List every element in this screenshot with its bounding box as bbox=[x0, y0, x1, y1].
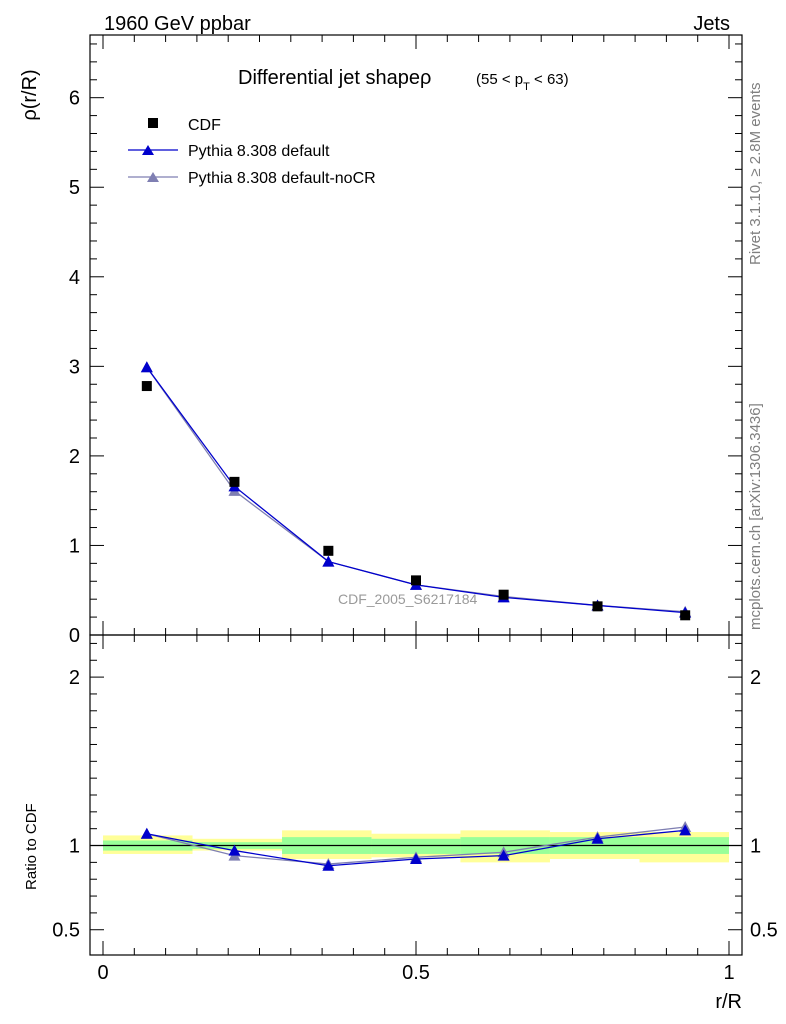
legend-nocr-label: Pythia 8.308 default-noCR bbox=[188, 170, 376, 187]
main-series-line-nocr bbox=[146, 366, 686, 613]
main-point-cdf bbox=[229, 476, 240, 487]
main-subtitle: (55 < pT < 63) bbox=[476, 71, 569, 93]
ratio-y-tick-label: 2 bbox=[69, 667, 80, 689]
ratio-x-ticks: 0 0.5 1 bbox=[97, 635, 735, 984]
ratio-y-axis-label: Ratio to CDF bbox=[23, 803, 40, 890]
main-y-tick-label: 4 bbox=[69, 267, 80, 289]
legend: CDF Pythia 8.308 default Pythia 8.308 de… bbox=[128, 117, 376, 187]
ratio-point-default bbox=[228, 844, 241, 856]
legend-nocr-marker bbox=[147, 172, 159, 182]
legend-default-label: Pythia 8.308 default bbox=[188, 143, 330, 160]
ratio-band-green bbox=[371, 838, 461, 854]
main-point-default bbox=[322, 555, 335, 567]
main-y-ticks: 0 1 2 3 4 5 6 bbox=[69, 35, 742, 647]
ratio-y-ticks: 0.5 0.5 1 1 2 2 bbox=[52, 642, 778, 942]
main-title: Differential jet shapeρ bbox=[238, 67, 431, 89]
main-point-cdf bbox=[680, 610, 691, 621]
main-plot-panel: Differential jet shapeρ (55 < pT < 63) ρ… bbox=[19, 34, 743, 647]
ratio-point-default bbox=[140, 827, 153, 839]
main-y-tick-label: 2 bbox=[69, 446, 80, 468]
main-point-cdf bbox=[141, 381, 152, 392]
legend-cdf-marker bbox=[148, 118, 158, 128]
main-point-default bbox=[140, 361, 153, 373]
main-point-cdf bbox=[498, 589, 509, 600]
main-y-tick-label: 6 bbox=[69, 88, 80, 110]
ratio-point-default bbox=[322, 859, 335, 871]
ratio-y-tick-label: 0.5 bbox=[52, 920, 80, 942]
main-y-tick-label: 3 bbox=[69, 356, 80, 378]
ratio-y-tick-label-right: 1 bbox=[750, 836, 761, 858]
main-y-tick-label: 0 bbox=[69, 625, 80, 647]
main-y-tick-label: 5 bbox=[69, 177, 80, 199]
ratio-point-default bbox=[679, 824, 692, 836]
ratio-x-tick-label: 1 bbox=[723, 962, 734, 984]
legend-default-marker bbox=[142, 145, 154, 155]
ratio-x-tick-label: 0 bbox=[97, 962, 108, 984]
ratio-plot-panel: Ratio to CDF r/R 0.5 0.51 12 2 0 0.5 1 bbox=[23, 634, 778, 1013]
header-energy: 1960 GeV ppbar bbox=[104, 13, 251, 35]
ratio-plot-frame bbox=[89, 634, 743, 956]
ratio-point-default bbox=[591, 832, 604, 844]
main-y-tick-label: 1 bbox=[69, 535, 80, 557]
ratio-point-default bbox=[410, 853, 422, 864]
main-point-cdf bbox=[411, 575, 421, 586]
ratio-y-tick-label: 1 bbox=[69, 836, 80, 858]
ratio-y-tick-label-right: 0.5 bbox=[750, 920, 778, 942]
analysis-watermark: CDF_2005_S6217184 bbox=[338, 591, 478, 607]
ratio-data-marks bbox=[140, 821, 692, 871]
header-process: Jets bbox=[693, 13, 730, 35]
legend-cdf-label: CDF bbox=[188, 117, 221, 134]
main-data-marks bbox=[140, 361, 692, 621]
ratio-y-tick-label-right: 2 bbox=[750, 667, 761, 689]
x-axis-label: r/R bbox=[715, 991, 742, 1013]
mcplots-label: mcplots.cern.ch [arXiv:1306.3436] bbox=[747, 403, 764, 630]
main-point-cdf bbox=[592, 601, 603, 612]
main-y-axis-label: ρ(r/R) bbox=[19, 69, 41, 120]
ratio-point-default bbox=[497, 849, 510, 861]
ratio-x-tick-label: 0.5 bbox=[402, 962, 430, 984]
rivet-label: Rivet 3.1.10, ≥ 2.8M events bbox=[747, 83, 764, 266]
main-point-cdf bbox=[323, 545, 334, 556]
